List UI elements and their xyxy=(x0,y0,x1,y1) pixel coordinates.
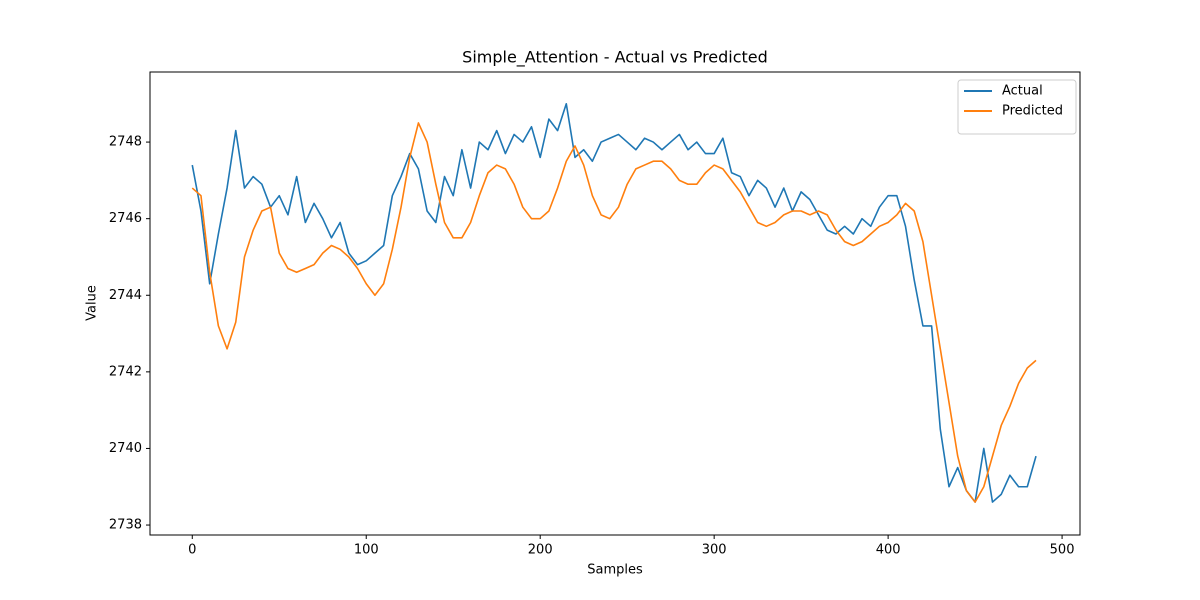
x-tick-label: 200 xyxy=(528,543,553,558)
y-tick-label: 2738 xyxy=(109,518,142,533)
x-tick-label: 500 xyxy=(1050,543,1075,558)
y-axis-label: Value xyxy=(85,285,100,321)
x-tick-label: 0 xyxy=(188,543,196,558)
x-tick-label: 300 xyxy=(702,543,727,558)
series-line xyxy=(191,102,1037,503)
series-line xyxy=(191,122,1037,503)
y-tick-label: 2742 xyxy=(109,364,142,379)
x-axis-label: Samples xyxy=(587,563,643,578)
x-tick-label: 100 xyxy=(354,543,379,558)
x-tick-label: 400 xyxy=(876,543,901,558)
plot-frame xyxy=(149,71,1081,536)
legend-box xyxy=(957,79,1077,135)
legend-label: Predicted xyxy=(1002,104,1063,119)
chart-title: Simple_Attention - Actual vs Predicted xyxy=(462,48,768,68)
legend-label: Actual xyxy=(1002,84,1043,99)
y-tick-label: 2740 xyxy=(109,441,142,456)
y-tick-label: 2746 xyxy=(109,211,142,226)
y-tick-label: 2748 xyxy=(109,135,142,150)
y-tick-label: 2744 xyxy=(109,288,142,303)
